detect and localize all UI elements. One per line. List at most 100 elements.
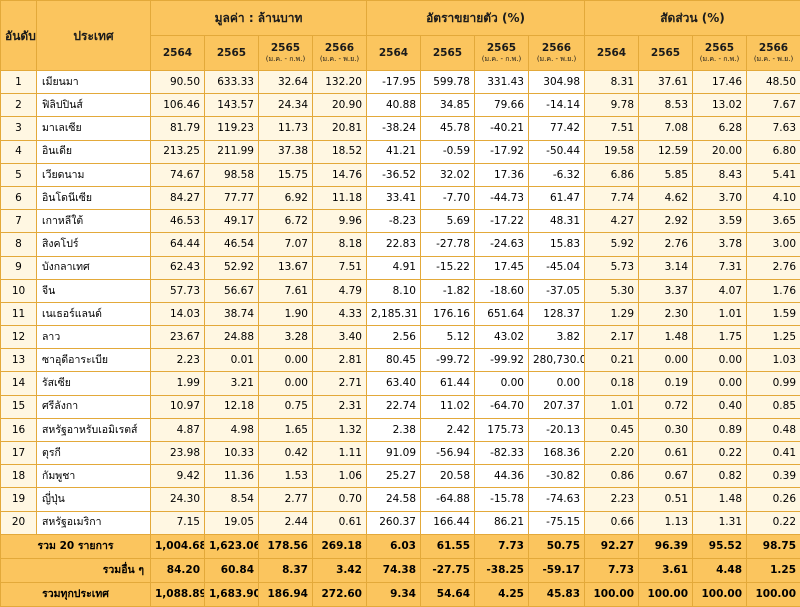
share-cell: 7.08 xyxy=(639,117,693,140)
rank-cell: 20 xyxy=(1,511,37,534)
share-cell: 1.76 xyxy=(747,279,800,302)
total-growth-cell: 61.55 xyxy=(421,534,475,558)
growth-cell: -64.88 xyxy=(421,488,475,511)
growth-cell: -6.32 xyxy=(529,163,585,186)
share-cell: 0.00 xyxy=(639,349,693,372)
value-cell: 8.54 xyxy=(205,488,259,511)
share-cell: 6.86 xyxy=(585,163,639,186)
value-cell: 7.07 xyxy=(259,233,313,256)
share-cell: 0.99 xyxy=(747,372,800,395)
share-cell: 0.30 xyxy=(639,418,693,441)
growth-cell: 2.38 xyxy=(367,418,421,441)
growth-cell: 40.88 xyxy=(367,94,421,117)
share-cell: 3.59 xyxy=(693,210,747,233)
value-cell: 18.52 xyxy=(313,140,367,163)
period-label: (ม.ค. - ก.พ.) xyxy=(479,56,524,63)
share-cell: 0.66 xyxy=(585,511,639,534)
rank-cell: 15 xyxy=(1,395,37,418)
total-growth-cell: -59.17 xyxy=(529,558,585,582)
total-share-cell: 1.25 xyxy=(747,558,800,582)
value-cell: 3.40 xyxy=(313,326,367,349)
share-cell: 2.23 xyxy=(585,488,639,511)
growth-cell: -44.73 xyxy=(475,186,529,209)
growth-cell: 166.44 xyxy=(421,511,475,534)
growth-cell: 61.47 xyxy=(529,186,585,209)
year-label: 2565 xyxy=(425,48,470,59)
value-cell: 106.46 xyxy=(151,94,205,117)
value-cell: 2.71 xyxy=(313,372,367,395)
year-label: 2565 xyxy=(263,43,308,54)
value-cell: 4.87 xyxy=(151,418,205,441)
share-cell: 0.00 xyxy=(693,349,747,372)
share-cell: 5.92 xyxy=(585,233,639,256)
share-year-header: 2566(ม.ค. - พ.ย.) xyxy=(747,36,800,71)
value-cell: 23.67 xyxy=(151,326,205,349)
share-cell: 1.75 xyxy=(693,326,747,349)
country-cell: เวียดนาม xyxy=(37,163,151,186)
value-cell: 10.97 xyxy=(151,395,205,418)
value-cell: 15.75 xyxy=(259,163,313,186)
share-cell: 1.31 xyxy=(693,511,747,534)
share-cell: 3.65 xyxy=(747,210,800,233)
rank-cell: 4 xyxy=(1,140,37,163)
share-cell: 4.10 xyxy=(747,186,800,209)
growth-cell: 17.45 xyxy=(475,256,529,279)
value-cell: 84.27 xyxy=(151,186,205,209)
total-share-cell: 100.00 xyxy=(639,582,693,606)
growth-cell: -99.72 xyxy=(421,349,475,372)
share-cell: 2.20 xyxy=(585,442,639,465)
year-label: 2565 xyxy=(643,48,688,59)
growth-cell: -0.59 xyxy=(421,140,475,163)
total-share-cell: 3.61 xyxy=(639,558,693,582)
growth-cell: 17.36 xyxy=(475,163,529,186)
share-cell: 48.50 xyxy=(747,71,800,94)
value-cell: 37.38 xyxy=(259,140,313,163)
growth-cell: 45.78 xyxy=(421,117,475,140)
share-cell: 8.53 xyxy=(639,94,693,117)
value-cell: 46.54 xyxy=(205,233,259,256)
total-growth-cell: 7.73 xyxy=(475,534,529,558)
total-share-cell: 96.39 xyxy=(639,534,693,558)
share-cell: 8.43 xyxy=(693,163,747,186)
value-cell: 24.34 xyxy=(259,94,313,117)
growth-year-header: 2565(ม.ค. - ก.พ.) xyxy=(475,36,529,71)
value-cell: 213.25 xyxy=(151,140,205,163)
growth-cell: 2,185.31 xyxy=(367,302,421,325)
growth-cell: 260.37 xyxy=(367,511,421,534)
value-cell: 1.99 xyxy=(151,372,205,395)
year-label: 2565 xyxy=(209,48,254,59)
value-cell: 7.61 xyxy=(259,279,313,302)
value-cell: 56.67 xyxy=(205,279,259,302)
growth-cell: 5.12 xyxy=(421,326,475,349)
share-cell: 0.89 xyxy=(693,418,747,441)
share-cell: 0.85 xyxy=(747,395,800,418)
share-cell: 4.62 xyxy=(639,186,693,209)
rank-cell: 18 xyxy=(1,465,37,488)
growth-cell: -27.78 xyxy=(421,233,475,256)
value-cell: 38.74 xyxy=(205,302,259,325)
year-label: 2565 xyxy=(697,43,742,54)
growth-cell: -14.14 xyxy=(529,94,585,117)
value-cell: 7.15 xyxy=(151,511,205,534)
year-label: 2564 xyxy=(371,48,416,59)
value-cell: 6.72 xyxy=(259,210,313,233)
value-cell: 9.96 xyxy=(313,210,367,233)
value-cell: 14.03 xyxy=(151,302,205,325)
share-cell: 2.17 xyxy=(585,326,639,349)
growth-cell: -24.63 xyxy=(475,233,529,256)
value-cell: 0.75 xyxy=(259,395,313,418)
share-cell: 17.46 xyxy=(693,71,747,94)
value-cell: 57.73 xyxy=(151,279,205,302)
growth-cell: 34.85 xyxy=(421,94,475,117)
country-cell: รัสเซีย xyxy=(37,372,151,395)
rank-cell: 13 xyxy=(1,349,37,372)
